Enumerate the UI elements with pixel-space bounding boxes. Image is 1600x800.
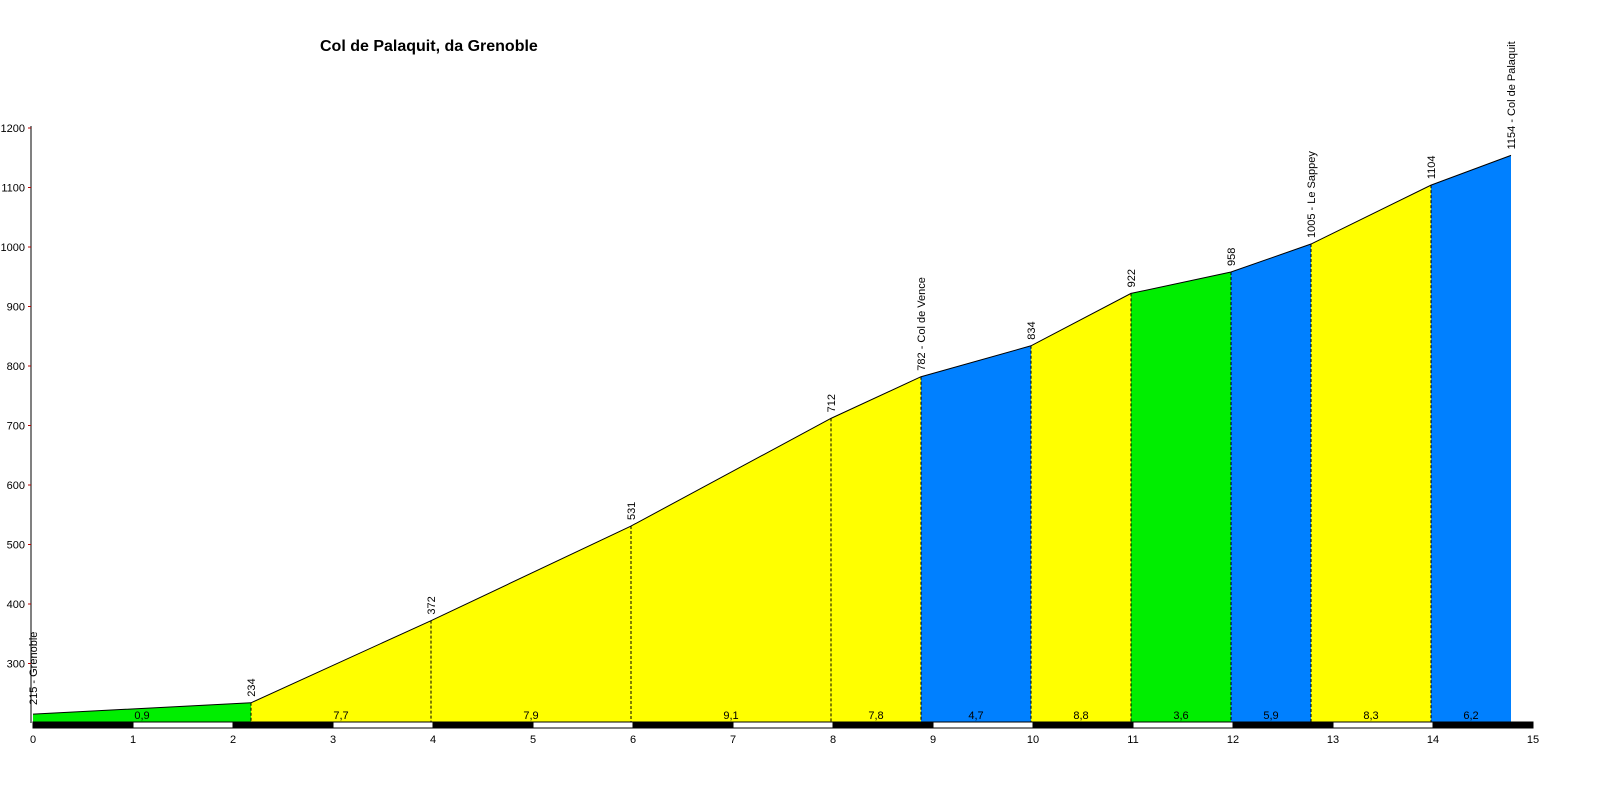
profile-segment	[1311, 185, 1431, 723]
x-tick-label: 10	[1027, 734, 1039, 746]
x-tick-label: 9	[930, 734, 936, 746]
km-bar	[632, 721, 734, 729]
gradient-label: 4,7	[968, 710, 983, 722]
gradient-label: 7,8	[868, 710, 883, 722]
y-tick-label: 1000	[1, 242, 25, 254]
profile-segment	[1031, 293, 1131, 723]
x-tick-label: 14	[1427, 734, 1439, 746]
x-tick-label: 7	[730, 734, 736, 746]
elevation-label: 215 - Grenoble	[28, 632, 40, 705]
gradient-label: 3,6	[1173, 710, 1188, 722]
elevation-label: 1005 - Le Sappey	[1306, 151, 1318, 238]
x-tick-label: 12	[1227, 734, 1239, 746]
profile-segment	[831, 376, 921, 723]
gradient-label: 0,9	[134, 710, 149, 722]
elevation-label: 922	[1126, 269, 1138, 287]
chart-title: Col de Palaquit, da Grenoble	[320, 38, 538, 55]
profile-line	[32, 154, 1512, 715]
profile-segment	[251, 620, 431, 723]
x-tick-label: 13	[1327, 734, 1339, 746]
km-bar	[1332, 721, 1434, 729]
y-tick-label: 700	[7, 421, 25, 433]
profile-segment	[1431, 155, 1511, 723]
gradient-label: 8,8	[1073, 710, 1088, 722]
elevation-label: 531	[626, 502, 638, 520]
km-bar	[1232, 721, 1334, 729]
km-bar	[1132, 721, 1234, 729]
km-bar	[1432, 721, 1534, 729]
x-tick-label: 2	[230, 734, 236, 746]
km-bar	[432, 721, 534, 729]
km-bar	[532, 721, 634, 729]
y-tick-label: 400	[7, 599, 25, 611]
profile-segment	[1131, 271, 1231, 723]
y-tick-label: 300	[7, 659, 25, 671]
x-tick-label: 0	[30, 734, 36, 746]
elevation-label: 372	[426, 596, 438, 614]
x-tick-label: 5	[530, 734, 536, 746]
km-bar	[932, 721, 1034, 729]
km-bar	[132, 721, 234, 729]
elevation-label: 782 - Col de Vence	[916, 277, 928, 371]
y-tick-label: 600	[7, 480, 25, 492]
gradient-label: 5,9	[1263, 710, 1278, 722]
elevation-label: 834	[1026, 321, 1038, 339]
profile-segment	[921, 345, 1031, 723]
x-tick-label: 15	[1527, 734, 1539, 746]
y-tick-label: 900	[7, 302, 25, 314]
gradient-label: 8,3	[1363, 710, 1378, 722]
y-tick-label: 1100	[1, 183, 25, 195]
gradient-label: 9,1	[723, 710, 738, 722]
profile-segment	[1231, 244, 1311, 723]
profile-segment	[33, 702, 251, 723]
x-tick-label: 1	[130, 734, 136, 746]
elevation-label: 958	[1226, 248, 1238, 266]
profile-segment	[431, 526, 631, 723]
gradient-label: 7,7	[333, 710, 348, 722]
elevation-label: 1154 - Col de Palaquit	[1506, 41, 1518, 149]
elevation-label: 234	[246, 678, 258, 696]
x-tick-label: 11	[1127, 734, 1138, 746]
x-tick-label: 6	[630, 734, 636, 746]
y-tick-label: 1200	[1, 123, 25, 135]
y-tick-label: 800	[7, 361, 25, 373]
gradient-label: 7,9	[523, 710, 538, 722]
km-bar	[1032, 721, 1134, 729]
km-bar	[832, 721, 934, 729]
elevation-label: 1104	[1426, 155, 1438, 179]
km-bar	[332, 721, 434, 729]
km-bar	[732, 721, 834, 729]
km-bar	[32, 721, 134, 729]
x-tick-label: 8	[830, 734, 836, 746]
profile-segment	[631, 418, 831, 723]
gradient-label: 6,2	[1463, 710, 1478, 722]
y-tick-label: 500	[7, 540, 25, 552]
x-tick-label: 3	[330, 734, 336, 746]
km-bar	[232, 721, 334, 729]
elevation-label: 712	[826, 394, 838, 412]
x-tick-label: 4	[430, 734, 436, 746]
